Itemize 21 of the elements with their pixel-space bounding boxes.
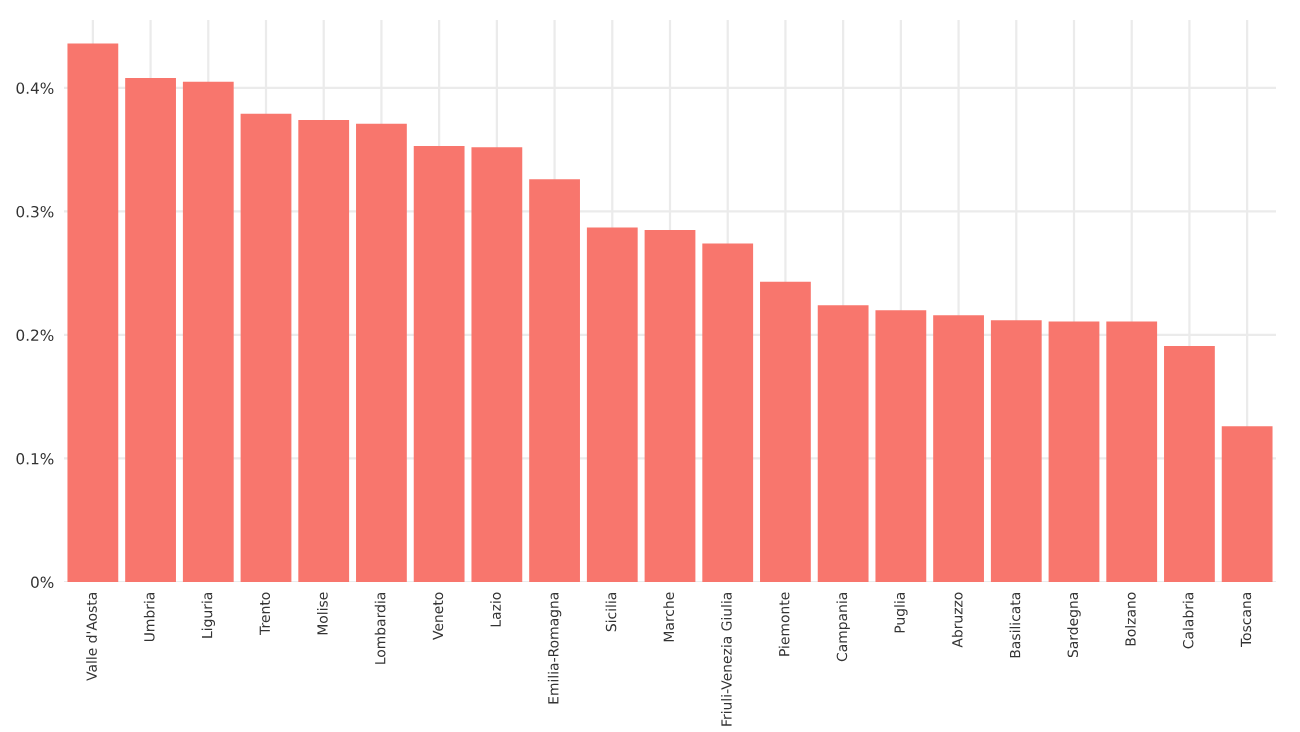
bar bbox=[413, 145, 465, 582]
bar bbox=[990, 320, 1042, 582]
bar bbox=[125, 78, 176, 582]
bar bbox=[298, 120, 350, 582]
bar bbox=[1164, 346, 1215, 582]
bar bbox=[875, 310, 927, 582]
bar bbox=[1221, 426, 1273, 582]
bar bbox=[240, 113, 292, 582]
bar bbox=[67, 43, 119, 582]
bar bbox=[817, 305, 869, 582]
bar bbox=[1048, 321, 1100, 582]
bar bbox=[586, 227, 638, 582]
bar bbox=[1106, 321, 1158, 582]
bar bbox=[760, 281, 811, 582]
bar bbox=[644, 229, 696, 582]
bar bbox=[933, 315, 984, 582]
bar bbox=[702, 243, 754, 582]
bar bbox=[529, 179, 580, 582]
bar bbox=[471, 147, 523, 582]
bar bbox=[182, 81, 234, 582]
bar bbox=[356, 123, 407, 582]
